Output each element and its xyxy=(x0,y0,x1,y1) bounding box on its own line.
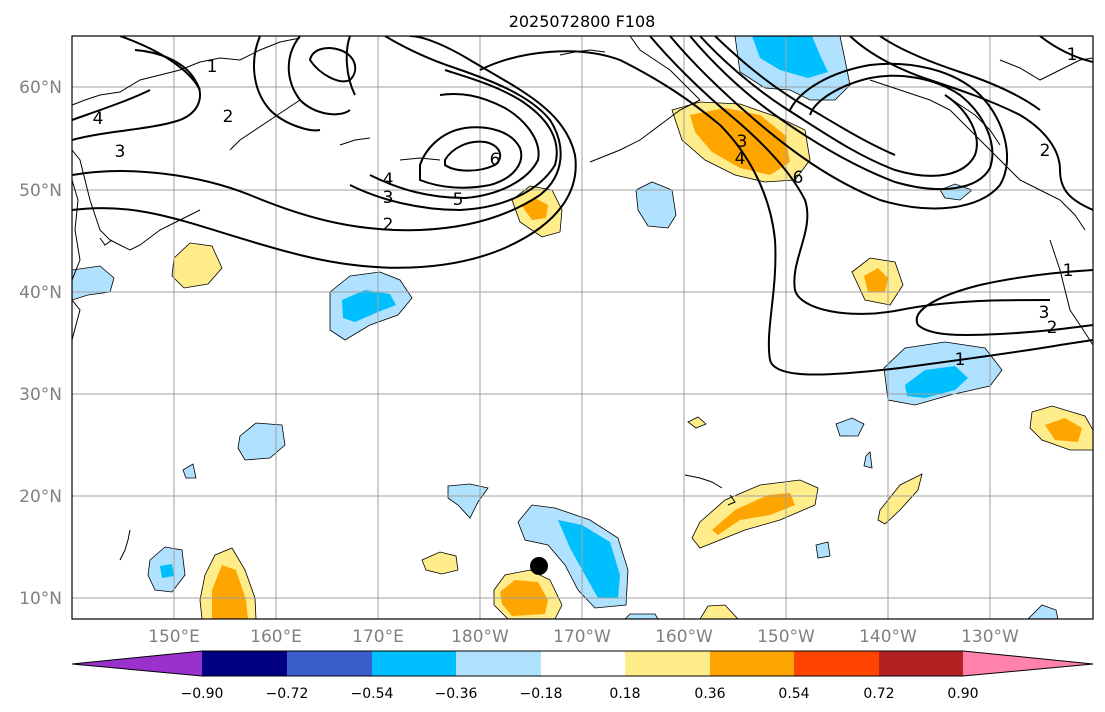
contour-lines xyxy=(72,36,1093,376)
lat-label: 60°N xyxy=(19,78,62,98)
positive-anomaly-region xyxy=(877,473,923,525)
positive-anomaly-core xyxy=(522,198,548,220)
colorbar-tick-label: 0.54 xyxy=(778,686,809,702)
contour-label: 1 xyxy=(955,350,966,370)
negative-anomaly-core xyxy=(160,564,174,578)
contour-label: 4 xyxy=(383,170,394,190)
negative-anomaly-region xyxy=(624,613,659,619)
lon-label: 150°W xyxy=(757,627,815,647)
lat-label: 10°N xyxy=(19,589,62,609)
plot-frame xyxy=(71,35,1094,620)
positive-anomaly-region xyxy=(687,416,707,429)
lat-label: 20°N xyxy=(19,487,62,507)
colorbar-segment xyxy=(287,651,372,676)
contour-label: 5 xyxy=(453,190,464,210)
contour-labels: 1 2 3 4 4 3 2 5 6 3 4 6 1 3 2 2 1 1 xyxy=(93,45,1078,370)
colorbar-segment xyxy=(625,651,710,676)
colorbar: −0.90 −0.72 −0.54 −0.36 −0.18 0.18 0.36 … xyxy=(71,650,1094,702)
anomaly-shading xyxy=(72,36,1093,619)
lon-label: 160°W xyxy=(655,627,713,647)
colorbar-segment xyxy=(879,651,963,676)
contour-label: 2 xyxy=(1040,141,1051,161)
negative-anomaly-core xyxy=(342,290,396,322)
contour-label: 1 xyxy=(207,57,218,77)
lon-label: 160°E xyxy=(250,627,302,647)
positive-anomaly-core xyxy=(690,108,790,175)
positive-anomaly-region xyxy=(421,551,459,575)
negative-anomaly-region xyxy=(815,541,831,559)
lat-label: 30°N xyxy=(19,385,62,405)
colorbar-ticks: −0.90 −0.72 −0.54 −0.36 −0.18 0.18 0.36 … xyxy=(181,686,979,702)
contour-label: 4 xyxy=(93,109,104,129)
positive-anomaly-region xyxy=(699,604,739,619)
colorbar-segment xyxy=(202,651,287,676)
negative-anomaly-region xyxy=(1027,604,1059,619)
colorbar-tick-label: −0.36 xyxy=(435,686,478,702)
lon-label: 140°W xyxy=(859,627,917,647)
contour-label: 2 xyxy=(383,215,394,235)
colorbar-tick-label: 0.36 xyxy=(694,686,725,702)
contour-label: 1 xyxy=(1063,261,1074,281)
lon-label: 130°W xyxy=(961,627,1019,647)
negative-anomaly-region xyxy=(182,463,197,479)
colorbar-segment xyxy=(541,651,625,676)
colorbar-segment xyxy=(710,651,794,676)
negative-anomaly-region xyxy=(863,451,873,469)
contour-label: 6 xyxy=(490,150,501,170)
map-title: 2025072800 F108 xyxy=(509,12,656,31)
negative-anomaly-region xyxy=(447,483,489,519)
negative-anomaly-core xyxy=(558,520,620,598)
colorbar-segment xyxy=(456,651,541,676)
colorbar-segment xyxy=(794,651,879,676)
contour-label: 2 xyxy=(223,107,234,127)
contour-label: 3 xyxy=(737,132,748,152)
positive-anomaly-core xyxy=(864,268,888,292)
colorbar-tick-label: −0.90 xyxy=(181,686,224,702)
contour-label: 2 xyxy=(1047,318,1058,338)
positive-anomaly-core xyxy=(1045,418,1082,442)
lon-label: 170°E xyxy=(352,627,404,647)
negative-anomaly-region xyxy=(237,422,286,461)
colorbar-outline xyxy=(71,650,1094,677)
colorbar-extend-low xyxy=(72,651,202,676)
colorbar-tick-label: −0.18 xyxy=(520,686,563,702)
lon-label: 150°E xyxy=(148,627,200,647)
colorbar-tick-label: −0.54 xyxy=(351,686,394,702)
positive-anomaly-core xyxy=(212,565,248,619)
colorbar-tick-label: 0.72 xyxy=(863,686,894,702)
coastlines xyxy=(72,36,1093,561)
contour-label: 3 xyxy=(1039,303,1050,323)
colorbar-extend-high xyxy=(963,651,1093,676)
colorbar-tick-label: 0.18 xyxy=(609,686,640,702)
contour-label: 3 xyxy=(383,188,394,208)
lat-label: 40°N xyxy=(19,283,62,303)
negative-anomaly-region xyxy=(835,417,865,437)
negative-anomaly-region xyxy=(635,181,677,229)
lon-label: 170°W xyxy=(553,627,611,647)
colorbar-tick-label: −0.72 xyxy=(266,686,309,702)
location-marker xyxy=(530,557,548,575)
graticule xyxy=(72,36,1093,619)
positive-anomaly-core xyxy=(712,493,795,535)
negative-anomaly-core xyxy=(905,366,968,398)
colorbar-segment xyxy=(372,651,456,676)
colorbar-tick-label: 0.90 xyxy=(947,686,978,702)
lat-axis: 60°N 50°N 40°N 30°N 20°N 10°N xyxy=(19,78,62,609)
contour-label: 3 xyxy=(115,142,126,162)
contour-label: 6 xyxy=(793,168,804,188)
lon-axis: 150°E 160°E 170°E 180°W 170°W 160°W 150°… xyxy=(148,627,1019,647)
lon-label: 180°W xyxy=(451,627,509,647)
negative-anomaly-core xyxy=(752,36,828,78)
contour-label: 4 xyxy=(735,149,746,169)
plot-area: 1 2 3 4 4 3 2 5 6 3 4 6 1 3 2 2 1 1 xyxy=(72,36,1093,619)
lat-label: 50°N xyxy=(19,181,62,201)
contour-label: 1 xyxy=(1067,45,1078,65)
